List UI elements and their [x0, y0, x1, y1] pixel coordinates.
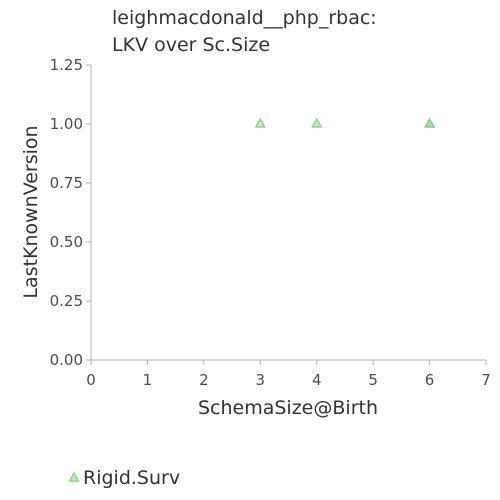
legend-marker-triangle: [68, 471, 80, 482]
x-tick-label: 1: [143, 371, 153, 389]
x-axis-label: SchemaSize@Birth: [198, 397, 378, 419]
y-tick-label: 0.75: [50, 174, 83, 192]
data-point: [424, 117, 436, 128]
x-tick-label: 5: [368, 371, 378, 389]
x-tick-label: 0: [86, 371, 96, 389]
y-axis-label: LastKnownVersion: [20, 125, 42, 298]
x-tick-label: 6: [425, 371, 435, 389]
chart-title-line-2: LKV over Sc.Size: [112, 34, 270, 56]
x-tick-label: 2: [199, 371, 209, 389]
y-tick-label: 0.00: [50, 351, 83, 369]
y-tick-label: 1.25: [50, 56, 83, 74]
data-point: [311, 117, 323, 128]
data-point: [254, 117, 266, 128]
data-points: [254, 117, 436, 128]
x-tick-label: 7: [481, 371, 491, 389]
chart-title-line-1: leighmacdonald__php_rbac:: [112, 7, 377, 29]
y-tick-label: 0.50: [50, 233, 83, 251]
y-tick-label: 0.25: [50, 292, 83, 310]
legend-label-rigid-surv: Rigid.Surv: [83, 467, 180, 489]
y-ticks: 0.00 0.25 0.50 0.75 1.00 1.25: [50, 56, 91, 369]
x-tick-label: 3: [256, 371, 266, 389]
x-tick-label: 4: [312, 371, 322, 389]
legend: Rigid.Surv: [68, 467, 180, 489]
y-tick-label: 1.00: [50, 115, 83, 133]
x-ticks: 0 1 2 3 4 5 6 7: [86, 360, 491, 389]
